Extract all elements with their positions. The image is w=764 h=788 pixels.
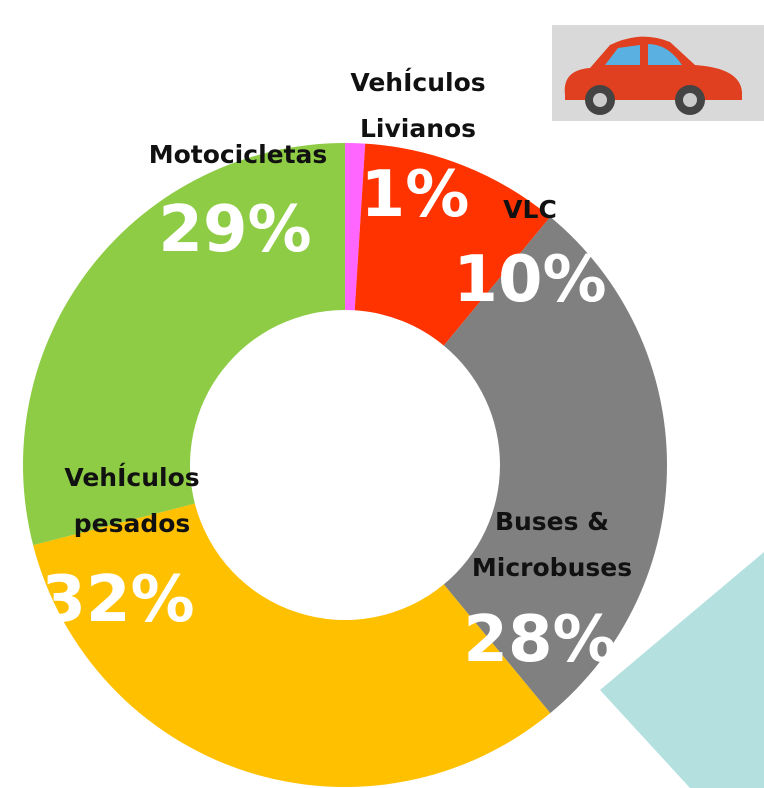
value-label: 29% xyxy=(158,193,311,267)
category-label: Buses & Microbuses xyxy=(472,499,632,591)
value-label: 1% xyxy=(361,158,470,232)
category-label: VehÍculos Livianos xyxy=(350,60,485,152)
category-label: VehÍculos pesados xyxy=(64,455,199,547)
category-label: VLC xyxy=(503,187,557,233)
category-label: Motocicletas xyxy=(149,132,328,178)
value-label: 32% xyxy=(41,563,194,637)
value-label: 10% xyxy=(453,243,606,317)
value-label: 28% xyxy=(463,603,616,677)
car-picture xyxy=(552,25,764,121)
slide: VehÍculos Livianos1% VLC 10% Buses & Microb… xyxy=(0,0,764,788)
